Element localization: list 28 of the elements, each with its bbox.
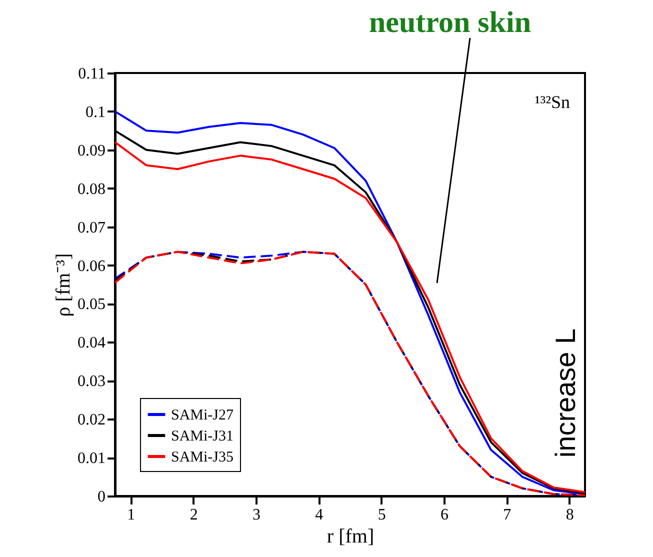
x-tick-label: 5 [378,506,386,524]
text: neutron skin [368,6,532,39]
y-tick-label: 0.11 [78,66,106,82]
y-tick-label: 0.1 [86,104,106,121]
x-tick-label: 3 [252,506,260,524]
y-tick-label: 0.04 [78,334,106,352]
y-tick-label: 0.09 [78,142,106,160]
annotation: ¹³²Sn [534,92,570,112]
y-tick-label: 0.01 [78,450,106,468]
y-tick-label: 0.03 [78,373,106,390]
x-tick-label: 8 [566,506,574,524]
legend-label: SAMi-J35 [171,450,234,466]
y-tick-label: 0.05 [78,296,106,314]
y-tick-label: 0.06 [78,258,106,275]
x-tick-label: 1 [127,506,136,524]
y-tick-label: 0.02 [78,412,106,429]
x-axis-title: r [fm] [326,526,374,548]
x-tick-label: 4 [315,506,324,524]
annotation: increase L [550,328,581,458]
y-axis-title: ρ [fm⁻³] [52,253,74,317]
y-tick-label: 0.07 [78,219,106,236]
x-tick-label: 6 [440,506,448,524]
y-tick-label: 0 [98,488,106,506]
legend-label: SAMi-J27 [171,408,234,424]
y-tick-label: 0.08 [78,180,106,198]
legend-label: SAMi-J31 [171,428,234,444]
x-tick-label: 7 [503,506,512,524]
x-tick-label: 2 [190,506,198,524]
